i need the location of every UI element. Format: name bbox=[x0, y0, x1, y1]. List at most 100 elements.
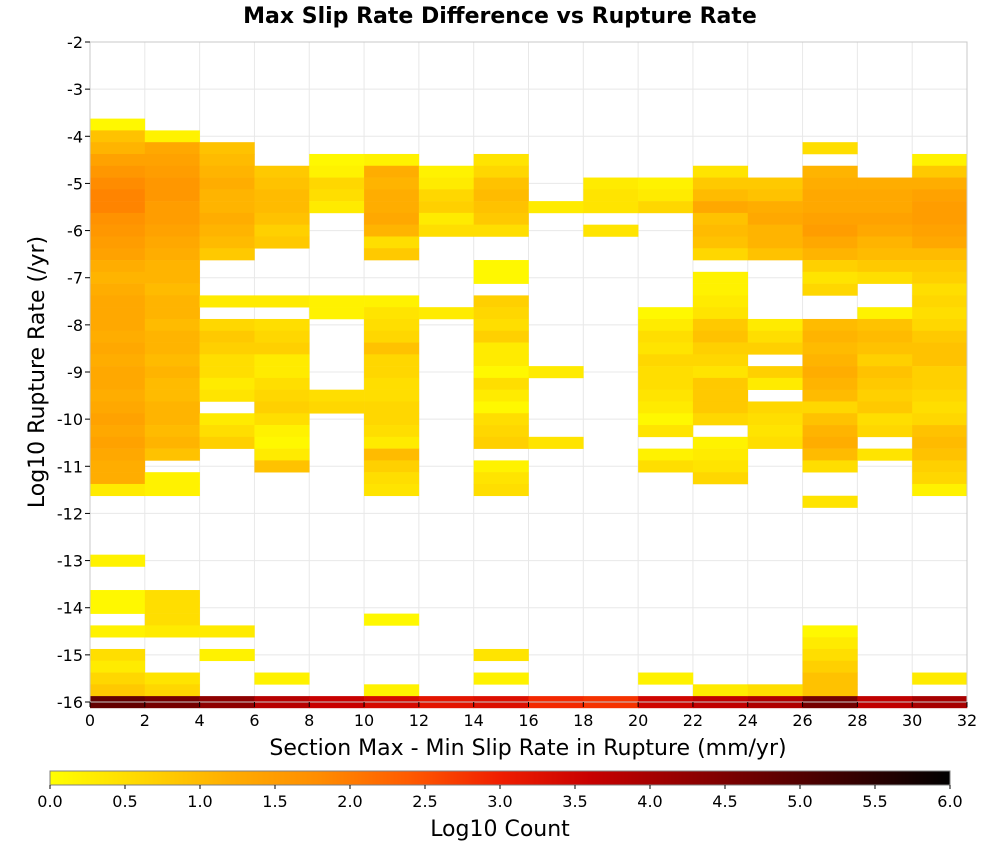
heatmap-cell bbox=[802, 495, 858, 508]
heatmap-cell bbox=[802, 177, 858, 190]
heatmap-cell bbox=[857, 307, 913, 320]
heatmap-cell bbox=[309, 307, 365, 320]
heatmap-cell bbox=[747, 189, 803, 202]
heatmap-cell bbox=[364, 354, 420, 367]
heatmap-cell bbox=[912, 366, 968, 379]
heatmap-cell bbox=[144, 201, 200, 214]
heatmap-cell bbox=[199, 153, 255, 167]
heatmap-cell bbox=[747, 436, 803, 449]
heatmap-cell bbox=[802, 377, 858, 390]
heatmap-cell bbox=[857, 212, 913, 225]
heatmap-cell bbox=[364, 342, 420, 355]
heatmap-cell bbox=[638, 377, 694, 390]
heatmap-cell bbox=[144, 212, 200, 225]
heatmap-cell bbox=[144, 613, 200, 626]
heatmap-cell bbox=[638, 413, 694, 426]
heatmap-cell bbox=[473, 472, 529, 485]
heatmap-cell bbox=[912, 283, 968, 296]
heatmap-cell bbox=[857, 330, 913, 343]
heatmap-cell bbox=[857, 366, 913, 379]
heatmap-cell bbox=[90, 625, 146, 638]
heatmap-cell bbox=[90, 460, 146, 473]
heatmap-cell bbox=[144, 307, 200, 320]
colorbar-tick-label: 3.0 bbox=[487, 792, 512, 811]
heatmap-cell bbox=[199, 142, 255, 155]
heatmap-cell bbox=[802, 648, 858, 662]
heatmap-cell bbox=[473, 153, 529, 167]
heatmap-cell bbox=[692, 283, 749, 296]
heatmap-cell bbox=[473, 189, 529, 202]
heatmap-cell bbox=[857, 236, 913, 249]
heatmap-cell bbox=[364, 318, 420, 332]
heatmap-cells bbox=[90, 118, 968, 709]
heatmap-cell bbox=[309, 177, 365, 190]
heatmap-cell bbox=[90, 601, 146, 614]
heatmap-cell bbox=[364, 472, 420, 485]
heatmap-cell bbox=[857, 318, 913, 332]
heatmap-cell bbox=[254, 165, 310, 178]
heatmap-cell bbox=[802, 342, 858, 355]
heatmap-cell bbox=[747, 366, 803, 379]
heatmap-cell bbox=[912, 460, 968, 473]
x-tick-label: 24 bbox=[738, 711, 758, 730]
heatmap-cell bbox=[857, 201, 913, 214]
heatmap-cell bbox=[144, 448, 200, 461]
heatmap-cell bbox=[90, 684, 146, 697]
heatmap-cell bbox=[144, 354, 200, 367]
colorbar-tick-label: 5.0 bbox=[787, 792, 812, 811]
y-tick-label: -16 bbox=[57, 693, 83, 712]
heatmap-cell bbox=[90, 201, 146, 214]
heatmap-cell bbox=[802, 684, 858, 697]
heatmap-cell bbox=[254, 377, 310, 390]
heatmap-cell bbox=[473, 425, 529, 438]
heatmap-cell bbox=[364, 248, 420, 261]
y-tick-label: -11 bbox=[57, 457, 83, 476]
heatmap-cell bbox=[418, 189, 474, 202]
heatmap-cell bbox=[747, 224, 803, 237]
heatmap-cell bbox=[254, 425, 310, 438]
heatmap-cell bbox=[90, 307, 146, 320]
heatmap-cell bbox=[692, 472, 749, 485]
heatmap-cell bbox=[912, 248, 968, 261]
heatmap-cell bbox=[254, 177, 310, 190]
heatmap-cell bbox=[638, 307, 694, 320]
heatmap-cell bbox=[802, 637, 858, 650]
heatmap-cell bbox=[199, 436, 255, 449]
heatmap-cell bbox=[528, 366, 584, 379]
heatmap-cell bbox=[144, 672, 200, 685]
heatmap-cell bbox=[144, 425, 200, 438]
heatmap-cell bbox=[144, 472, 200, 485]
heatmap-cell bbox=[802, 224, 858, 237]
heatmap-cell bbox=[692, 236, 749, 249]
heatmap-cell bbox=[254, 295, 310, 308]
y-tick-label: -14 bbox=[57, 599, 83, 618]
heatmap-cell bbox=[692, 271, 749, 284]
heatmap-cell bbox=[364, 448, 420, 461]
heatmap-cell bbox=[364, 307, 420, 320]
heatmap-cell bbox=[747, 413, 803, 426]
heatmap-cell bbox=[473, 354, 529, 367]
heatmap-cell bbox=[638, 366, 694, 379]
colorbar bbox=[49, 770, 951, 786]
heatmap-cell bbox=[90, 648, 146, 662]
heatmap-cell bbox=[692, 366, 749, 379]
heatmap-cell bbox=[912, 330, 968, 343]
heatmap-cell bbox=[90, 177, 146, 190]
heatmap-cell bbox=[857, 342, 913, 355]
heatmap-cell bbox=[528, 436, 584, 449]
y-axis-ticks: -2 -3 -4 -5 -6 -7 -8 -9 -10 -11 -12 -13 -14 -15 -16 bbox=[57, 33, 90, 712]
heatmap-cell bbox=[90, 295, 146, 308]
heatmap-cell bbox=[912, 318, 968, 332]
y-tick-label: -5 bbox=[67, 174, 83, 193]
heatmap-cell bbox=[144, 236, 200, 249]
heatmap-cell bbox=[254, 201, 310, 214]
heatmap-cell bbox=[144, 189, 200, 202]
heatmap-cell bbox=[90, 389, 146, 402]
heatmap-cell bbox=[473, 342, 529, 355]
heatmap-cell bbox=[254, 460, 310, 473]
heatmap-cell bbox=[747, 342, 803, 355]
heatmap-cell bbox=[638, 342, 694, 355]
heatmap-cell bbox=[912, 672, 968, 685]
heatmap-cell bbox=[90, 425, 146, 438]
heatmap-cell bbox=[199, 354, 255, 367]
